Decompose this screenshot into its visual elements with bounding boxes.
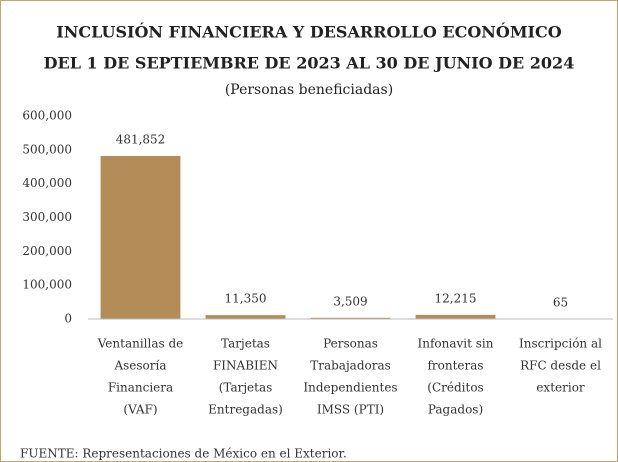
- data-label: 481,852: [116, 132, 166, 146]
- x-tick-label: Asesoría: [113, 359, 166, 373]
- x-tick-label: Infonavit sin: [418, 337, 494, 351]
- chart-title: DEL 1 DE SEPTIEMBRE DE 2023 AL 30 DE JUN…: [44, 54, 575, 73]
- x-tick-label: Inscripción al: [519, 337, 602, 351]
- x-tick-label: Entregadas): [208, 403, 283, 417]
- x-tick-label: FINABIEN: [213, 359, 278, 373]
- data-label: 12,215: [435, 291, 477, 305]
- bar: [310, 317, 391, 319]
- y-tick-label: 500,000: [22, 142, 72, 156]
- x-tick-label: Financiera: [108, 381, 173, 395]
- bar: [415, 314, 496, 319]
- x-tick-label: Personas: [323, 337, 378, 351]
- y-tick-label: 400,000: [22, 176, 72, 190]
- y-tick-label: 100,000: [22, 278, 72, 292]
- x-tick-label: (VAF): [123, 403, 157, 417]
- x-tick-label: (Tarjetas: [219, 381, 273, 395]
- data-label: 65: [553, 295, 568, 309]
- data-label: 11,350: [225, 292, 267, 306]
- y-tick-label: 200,000: [22, 244, 72, 258]
- x-tick-label: Tarjetas: [221, 337, 270, 351]
- x-tick-label: Pagados): [428, 403, 483, 417]
- bar: [100, 155, 181, 319]
- x-tick-label: IMSS (PTI): [317, 403, 384, 417]
- x-tick-label: fronteras: [427, 359, 483, 373]
- x-tick-label: Independientes: [303, 381, 397, 395]
- x-tick-label: RFC desde el: [520, 359, 601, 373]
- y-tick-label: 600,000: [22, 109, 72, 123]
- x-tick-label: Ventanillas de: [97, 337, 184, 351]
- y-tick-label: 300,000: [22, 210, 72, 224]
- chart-subtitle: (Personas beneficiadas): [225, 82, 393, 98]
- x-tick-label: exterior: [536, 381, 585, 395]
- data-label: 3,509: [333, 294, 367, 308]
- x-tick-label: Trabajadoras: [310, 359, 391, 373]
- chart-title: INCLUSIÓN FINANCIERA Y DESARROLLO ECONÓM…: [56, 22, 561, 42]
- source-note: FUENTE: Representaciones de México en el…: [20, 447, 347, 461]
- y-tick-label: 0: [64, 312, 72, 326]
- bar: [205, 315, 286, 319]
- x-tick-label: (Créditos: [427, 381, 483, 395]
